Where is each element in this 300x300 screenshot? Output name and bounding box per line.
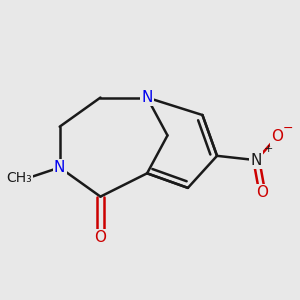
Text: −: −	[283, 122, 293, 135]
Text: O: O	[256, 185, 268, 200]
Text: N: N	[54, 160, 65, 175]
Text: N: N	[251, 153, 262, 168]
Text: O: O	[271, 129, 283, 144]
Text: CH₃: CH₃	[6, 171, 32, 185]
Text: +: +	[263, 143, 273, 154]
Text: N: N	[141, 90, 153, 105]
Text: O: O	[94, 230, 106, 245]
